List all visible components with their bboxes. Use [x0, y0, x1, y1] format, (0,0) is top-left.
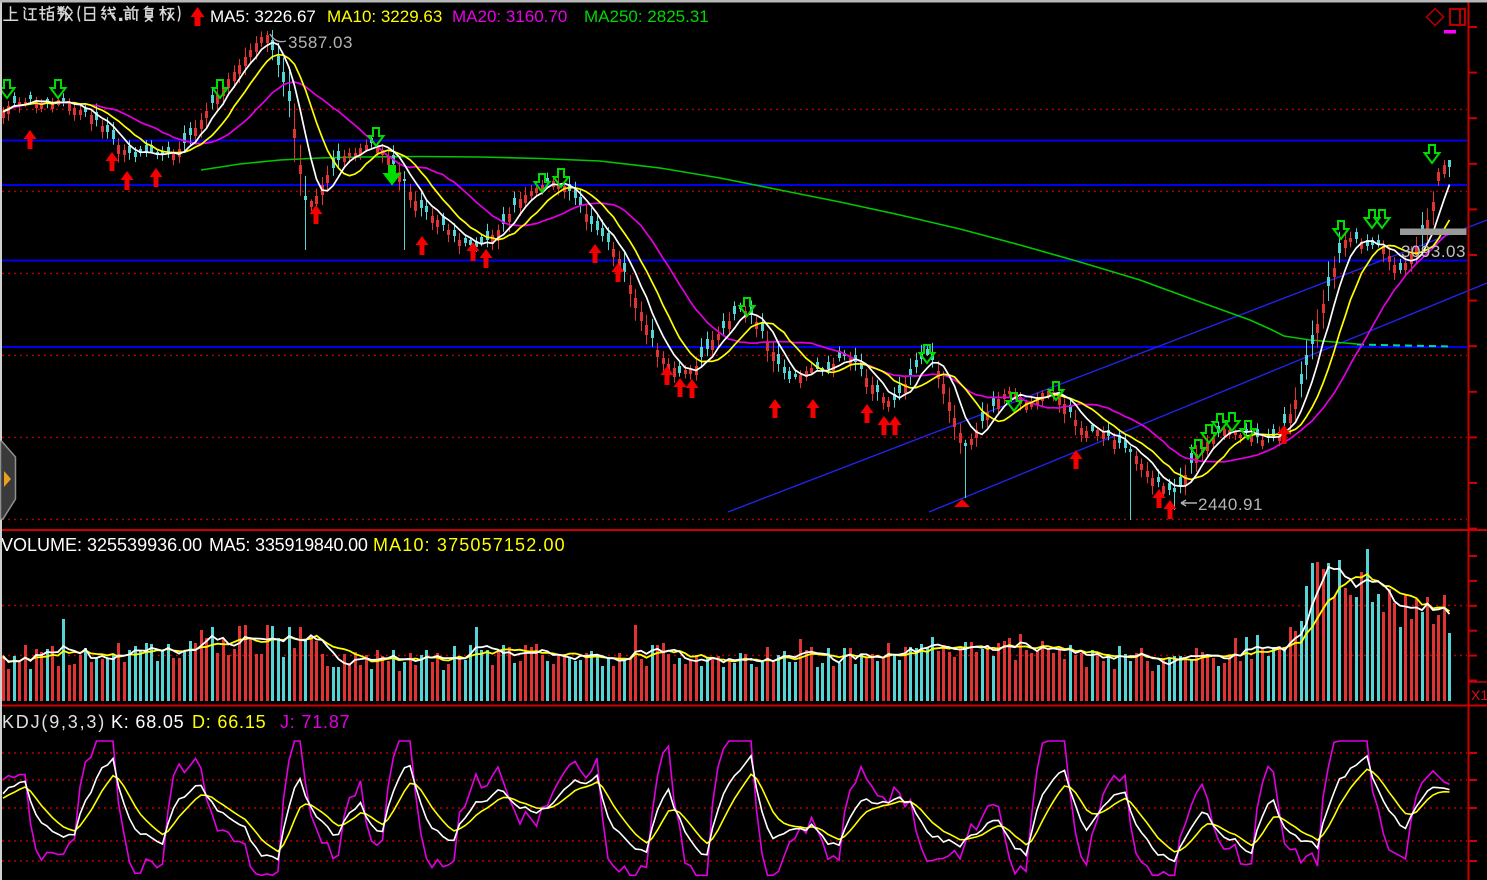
svg-text:K: 68.05: K: 68.05 — [111, 712, 184, 732]
svg-text:MA5: 335919840.00: MA5: 335919840.00 — [209, 535, 368, 555]
svg-text:3093.03: 3093.03 — [1401, 242, 1466, 261]
svg-text:2440.91: 2440.91 — [1198, 495, 1263, 514]
svg-text:D: 66.15: D: 66.15 — [192, 712, 266, 732]
svg-text:MA20: 3160.70: MA20: 3160.70 — [452, 7, 567, 26]
svg-text:MA10: 375057152.00: MA10: 375057152.00 — [373, 535, 566, 555]
svg-text:VOLUME: 325539936.00: VOLUME: 325539936.00 — [1, 535, 202, 555]
svg-text:MA250: 2825.31: MA250: 2825.31 — [584, 7, 709, 26]
svg-text:KDJ(9,3,3): KDJ(9,3,3) — [2, 712, 106, 732]
svg-text:X1: X1 — [1471, 687, 1487, 703]
svg-text:J: 71.87: J: 71.87 — [280, 712, 350, 732]
svg-text:3587.03: 3587.03 — [288, 33, 353, 52]
svg-text:MA10: 3229.63: MA10: 3229.63 — [327, 7, 442, 26]
svg-text:MA5: 3226.67: MA5: 3226.67 — [210, 7, 316, 26]
